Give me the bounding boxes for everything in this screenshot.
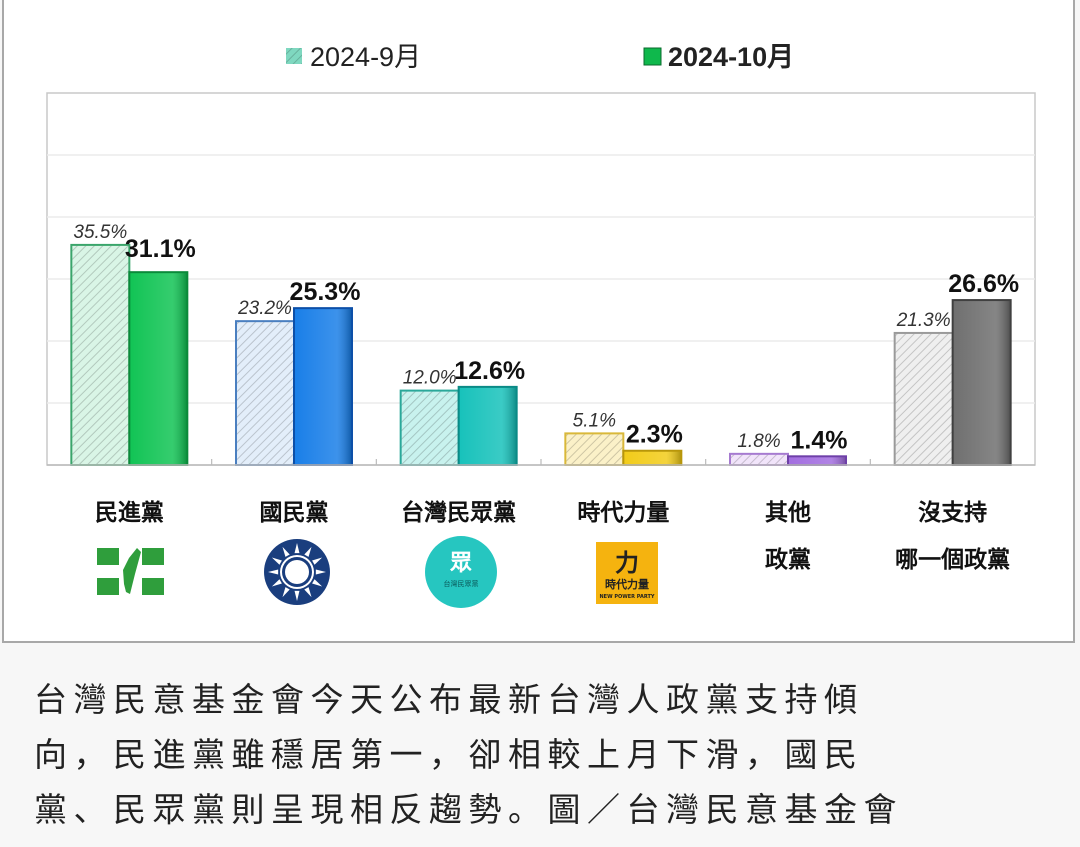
- kmt-ray: [312, 579, 323, 587]
- bar-group: [729, 452, 847, 467]
- bar-prev-hatch: [566, 434, 623, 464]
- value-label-prev: 5.1%: [573, 410, 616, 431]
- kmt-ray: [304, 587, 312, 598]
- value-label-cur: 25.3%: [290, 278, 361, 306]
- value-label-cur: 1.4%: [791, 426, 848, 454]
- kmt-ray: [304, 546, 312, 557]
- photo-caption: 台灣民意基金會今天公布最新台灣人政黨支持傾 向，民進黨雖穩居第一，卻相較上月下滑…: [34, 672, 1044, 837]
- legend-label-cur: 2024-10月: [668, 42, 794, 72]
- tpp-logo-char: 眾: [449, 551, 472, 576]
- legend-item-prev: 2024-9月: [286, 42, 421, 72]
- kmt-logo: [264, 539, 330, 605]
- kmt-ray: [282, 546, 290, 557]
- category-label: 沒支持: [918, 499, 987, 526]
- kmt-ray: [282, 587, 290, 598]
- bar-prev-hatch: [401, 391, 458, 464]
- bar-cur-shade: [953, 301, 1010, 464]
- bar-group: [399, 385, 518, 467]
- legend-swatch-prev-hatch: [286, 48, 302, 64]
- bar-cur-shade: [130, 273, 187, 464]
- value-label-cur: 12.6%: [454, 357, 525, 385]
- bar-prev-hatch: [237, 322, 293, 464]
- kmt-ray: [294, 543, 300, 554]
- caption-line: 台灣民意基金會今天公布最新台灣人政黨支持傾: [34, 680, 864, 719]
- value-label-cur: 2.3%: [626, 421, 683, 449]
- value-label-prev: 12.0%: [403, 368, 457, 389]
- category-label: 其他: [765, 500, 811, 526]
- category-label: 民進黨: [95, 500, 164, 526]
- dpp-logo: [97, 548, 164, 595]
- value-label-prev: 35.5%: [73, 222, 127, 243]
- kmt-ray: [271, 579, 282, 587]
- category-label: 哪一個政黨: [895, 547, 1010, 573]
- value-label-prev: 21.3%: [896, 310, 951, 331]
- kmt-ray: [294, 590, 300, 601]
- npp-logo-sub: 時代力量: [605, 577, 649, 591]
- legend: 2024-9月 2024-10月: [286, 42, 794, 72]
- gridlines: [47, 154, 1035, 465]
- bar-group: [893, 299, 1012, 466]
- legend-label-prev: 2024-9月: [310, 42, 421, 72]
- category-label: 國民黨: [260, 500, 329, 526]
- category-label: 政黨: [765, 547, 811, 573]
- bar-prev-hatch: [731, 454, 787, 464]
- npp-logo: 力 時代力量 NEW POWER PARTY: [596, 542, 658, 604]
- bar-chart: 2024-9月 2024-10月 35.5%31.1% 23.2%25.3% 12.…: [46, 42, 1036, 608]
- tpp-logo-sub: 台灣民眾黨: [444, 579, 479, 588]
- bar-group: [235, 307, 353, 467]
- bar-cur-shade: [624, 451, 681, 464]
- kmt-ray: [271, 557, 282, 565]
- bar-prev-hatch: [895, 333, 952, 464]
- npp-logo-sub2: NEW POWER PARTY: [599, 594, 654, 600]
- value-label-cur: 26.6%: [948, 270, 1019, 298]
- value-label-prev: 23.2%: [237, 298, 292, 319]
- caption-line: 黨、民眾黨則呈現相反趨勢。圖／台灣民意基金會: [34, 790, 903, 829]
- bar-cur-shade: [295, 309, 351, 464]
- npp-logo-char: 力: [615, 549, 639, 577]
- bar-cur-shade: [789, 457, 845, 464]
- bar-cur-shade: [459, 387, 516, 464]
- legend-swatch-cur: [643, 47, 662, 66]
- value-labels: 35.5%31.1% 23.2%25.3% 12.0%12.6% 5.1% 2.3% 1.…: [73, 222, 1019, 454]
- caption-line: 向，民進黨雖穩居第一，卻相較上月下滑，國民: [34, 735, 864, 774]
- tpp-logo: 眾 台灣民眾黨: [425, 536, 497, 608]
- bar-group: [70, 243, 189, 466]
- bar-prev-hatch: [72, 245, 129, 464]
- bars: [70, 243, 1012, 467]
- category-label: 時代力量: [577, 500, 669, 526]
- kmt-ray: [312, 557, 323, 565]
- category-label: 台灣民眾黨: [401, 499, 516, 526]
- kmt-ray: [315, 569, 326, 575]
- kmt-ray: [268, 569, 279, 575]
- value-label-cur: 31.1%: [125, 235, 196, 263]
- legend-item-cur: 2024-10月: [643, 42, 794, 72]
- value-label-prev: 1.8%: [737, 431, 780, 452]
